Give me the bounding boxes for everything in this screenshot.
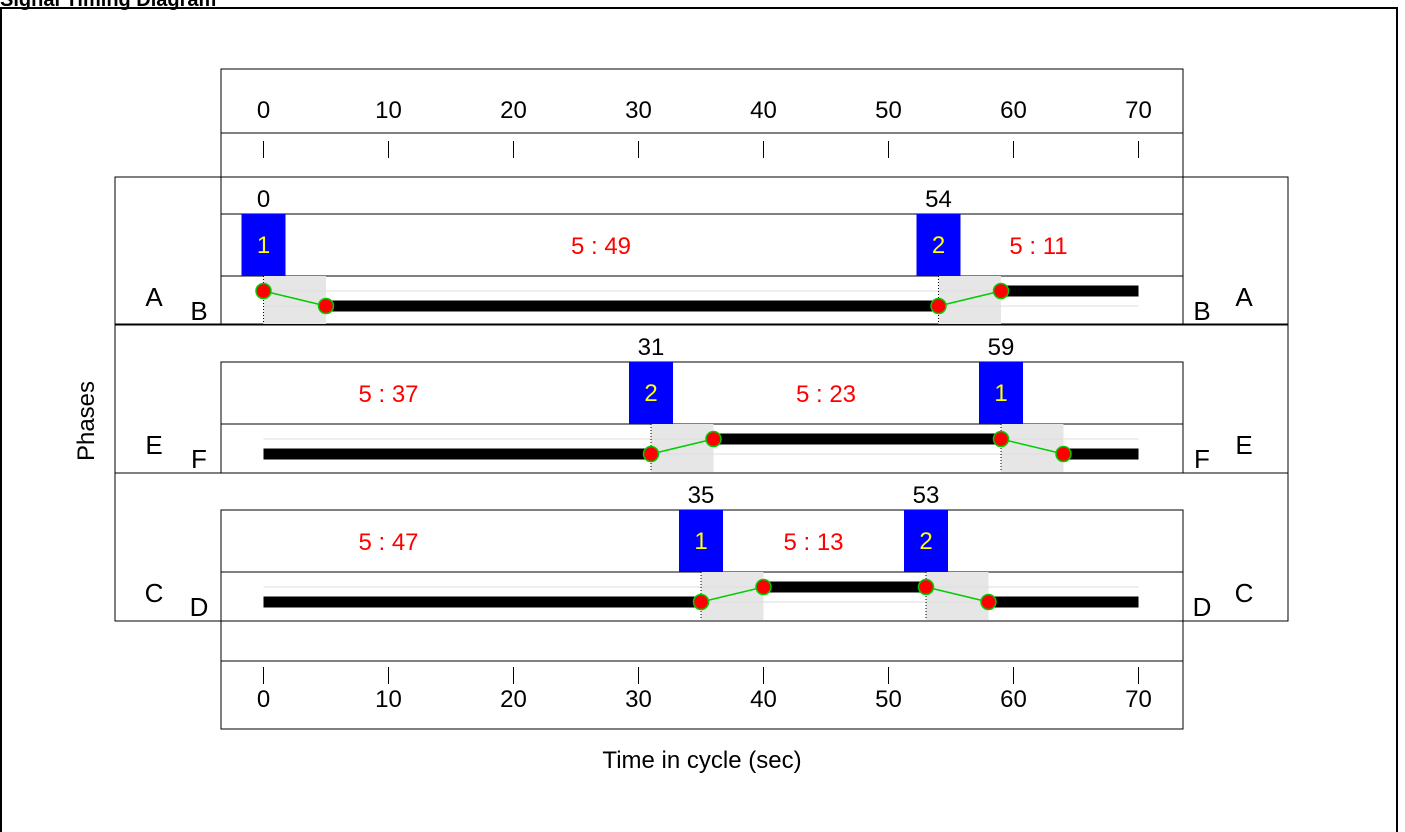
- top-tick-label: 70: [1125, 97, 1152, 124]
- transition-shade: [701, 572, 764, 620]
- top-axis-box: [220, 68, 1184, 178]
- marker-time-label: 0: [257, 186, 270, 213]
- transition-node: [1055, 445, 1072, 463]
- ring-outer-frame: [114, 176, 1289, 325]
- left-inner-letter: F: [191, 444, 207, 474]
- split-label: 5 : 37: [358, 381, 418, 408]
- marker-number: 2: [644, 380, 657, 407]
- outer-frame: [0, 7, 1398, 832]
- transition-node: [992, 282, 1010, 300]
- transition-node: [692, 593, 710, 611]
- bottom-tick-label: 70: [1125, 686, 1152, 713]
- bottom-tick-label: 40: [750, 686, 777, 713]
- top-tick-label: 30: [625, 97, 652, 124]
- top-axis-ticks: 0 10 20 30 40 50 60 70: [257, 97, 1152, 158]
- left-outer-letter: E: [145, 430, 162, 460]
- transition-connector: [263, 290, 327, 307]
- bottom-axis-box: [220, 620, 1184, 730]
- marker-number: 1: [257, 232, 270, 259]
- bottom-tick-label: 20: [500, 686, 527, 713]
- top-tick-label: 50: [875, 97, 902, 124]
- transition-node: [255, 282, 272, 300]
- left-outer-letter: C: [145, 578, 164, 608]
- right-inner-letter: B: [1193, 296, 1210, 326]
- marker-box: [916, 214, 961, 276]
- transition-node: [642, 445, 660, 463]
- marker-box: [629, 362, 673, 424]
- phase-bar: [1001, 285, 1139, 297]
- transition-node: [317, 297, 335, 315]
- right-outer-letter: C: [1235, 578, 1254, 608]
- bottom-tick-label: 0: [257, 686, 270, 713]
- split-label: 5 : 49: [571, 233, 631, 260]
- marker-number: 1: [994, 380, 1007, 407]
- left-inner-letter: D: [190, 592, 209, 622]
- left-inner-letter: B: [190, 296, 207, 326]
- right-inner-letter: F: [1194, 444, 1210, 474]
- marker-time-label: 53: [913, 482, 940, 509]
- transition-shade: [926, 572, 989, 620]
- phase-bar: [263, 448, 651, 460]
- right-outer-letter: A: [1235, 282, 1253, 312]
- transition-node: [917, 578, 935, 596]
- marker-box: [679, 510, 723, 572]
- marker-time-label: 59: [988, 334, 1015, 361]
- transition-node: [755, 578, 772, 596]
- transition-connector: [650, 438, 714, 455]
- marker-box: [904, 510, 948, 572]
- marker-number: 2: [932, 232, 945, 259]
- marker-number: 2: [919, 528, 932, 555]
- transition-connector: [925, 586, 989, 603]
- bottom-tick-label: 30: [625, 686, 652, 713]
- split-label: 5 : 11: [1009, 233, 1067, 260]
- transition-shade: [263, 276, 326, 324]
- marker-box: [241, 214, 286, 276]
- transition-shade: [938, 276, 1001, 324]
- bottom-tick-label: 60: [1000, 686, 1027, 713]
- transition-node: [705, 430, 722, 448]
- bottom-axis-ticks: 0 10 20 30 40 50 60 70: [257, 667, 1152, 713]
- page-title: Signal Timing Diagram: [0, 0, 217, 11]
- top-tick-label: 40: [750, 97, 777, 124]
- top-tick-label: 20: [500, 97, 527, 124]
- left-outer-letter: A: [145, 282, 163, 312]
- top-tick-label: 10: [375, 97, 402, 124]
- phase-bar: [763, 581, 926, 593]
- split-label: 5 : 23: [796, 381, 856, 408]
- top-tick-label: 60: [1000, 97, 1027, 124]
- bottom-tick-label: 10: [375, 686, 402, 713]
- split-label: 5 : 47: [358, 529, 418, 556]
- phase-bar: [263, 596, 701, 608]
- top-tick-label: 0: [257, 97, 270, 124]
- marker-time-label: 31: [638, 334, 665, 361]
- phase-bar: [326, 300, 939, 312]
- bottom-tick-label: 50: [875, 686, 902, 713]
- marker-time-label: 35: [688, 482, 715, 509]
- transition-connector: [700, 586, 764, 603]
- transition-shade: [651, 424, 714, 472]
- y-axis-label: Phases: [73, 381, 100, 461]
- right-inner-letter: D: [1193, 592, 1212, 622]
- transition-node: [992, 430, 1010, 448]
- transition-node: [930, 297, 947, 315]
- marker-time-label: 54: [925, 186, 952, 213]
- phase-bar: [988, 596, 1139, 608]
- phase-bar: [1063, 448, 1139, 460]
- split-label: 5 : 13: [783, 529, 843, 556]
- transition-shade: [1001, 424, 1064, 472]
- transition-node: [980, 593, 997, 611]
- marker-box: [979, 362, 1023, 424]
- transition-connector: [938, 290, 1002, 307]
- x-axis-label: Time in cycle (sec): [602, 747, 801, 774]
- phase-bar: [713, 433, 1001, 445]
- transition-connector: [1000, 438, 1064, 455]
- right-outer-letter: E: [1235, 430, 1252, 460]
- marker-number: 1: [694, 528, 707, 555]
